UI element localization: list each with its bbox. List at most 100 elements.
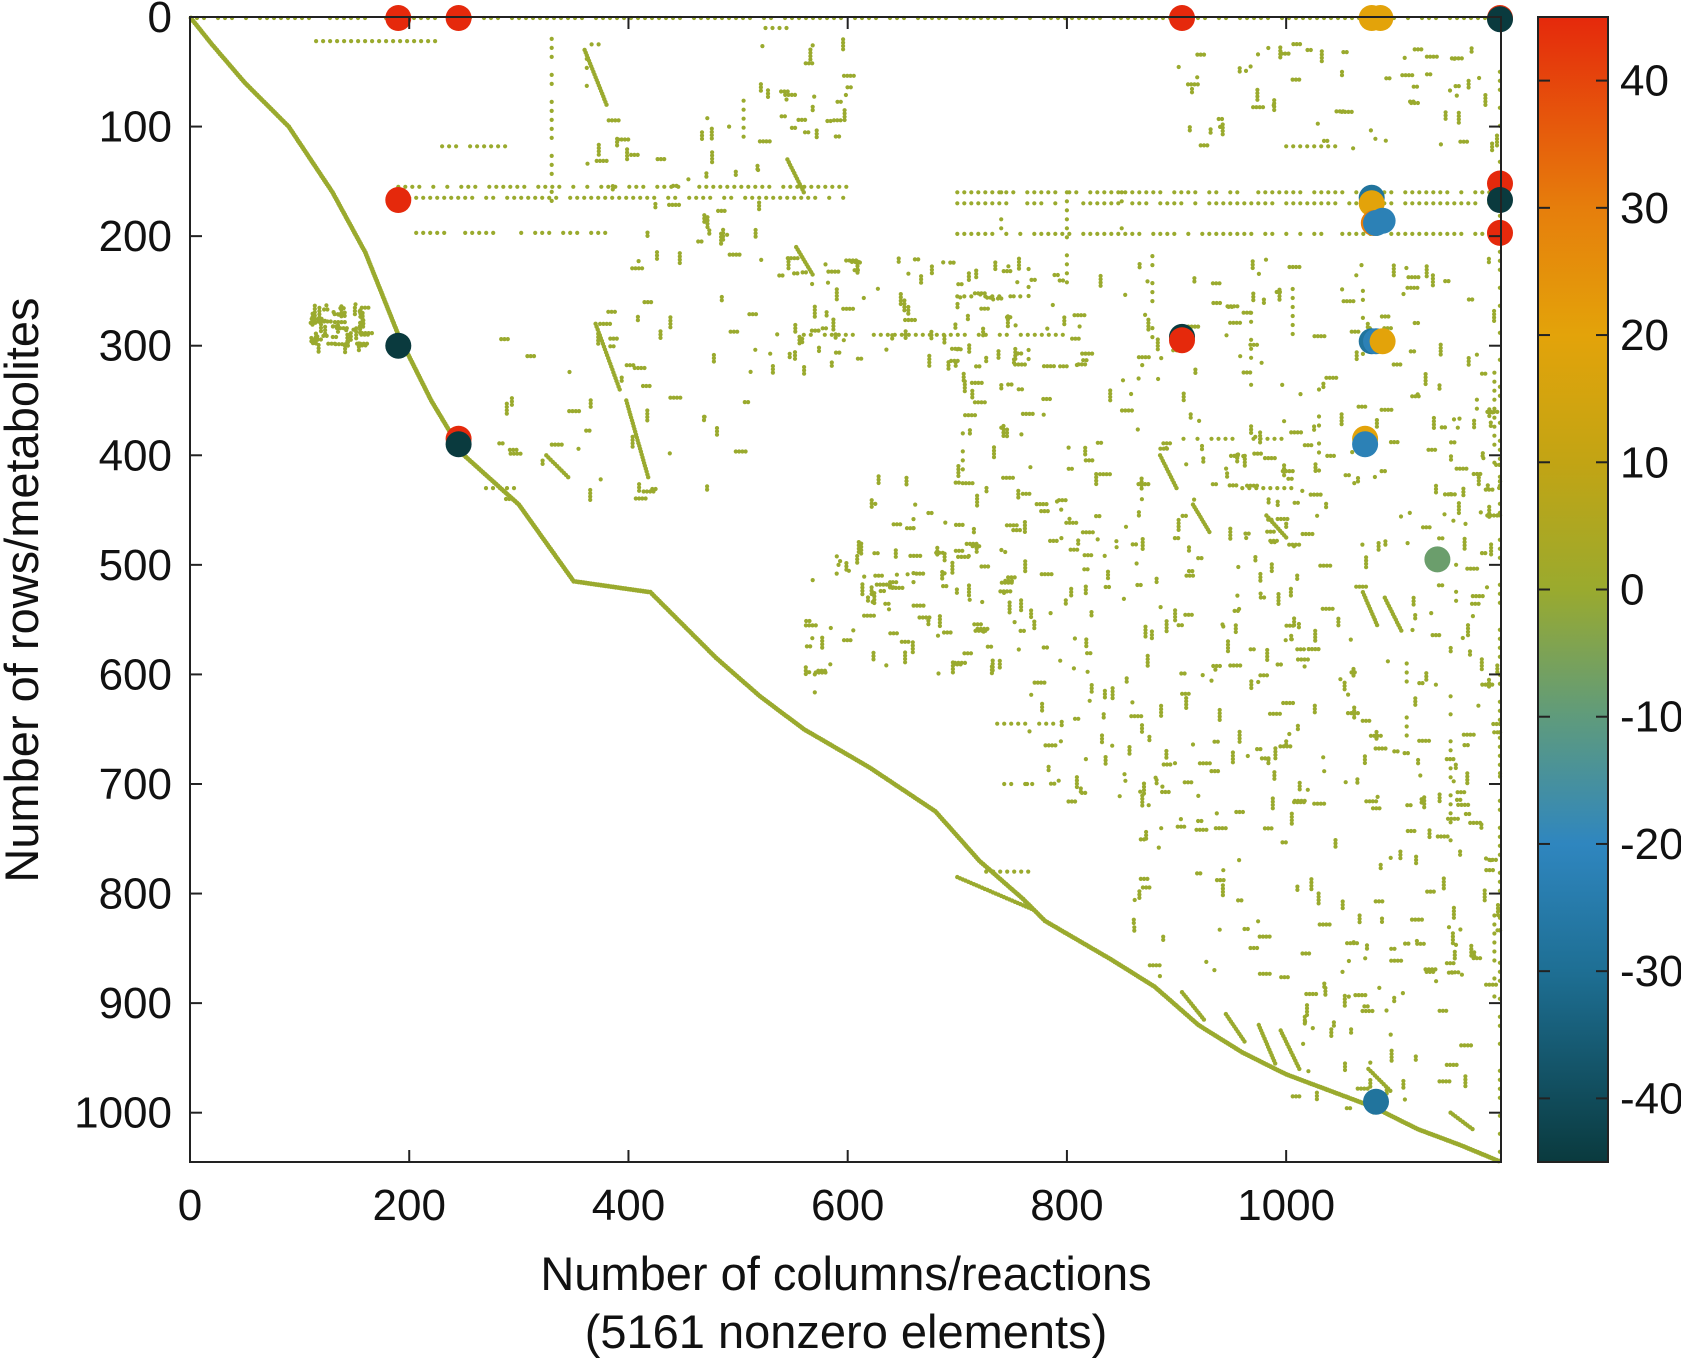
nonzero-point — [1454, 466, 1459, 471]
nonzero-point — [1145, 653, 1150, 659]
nonzero-point — [719, 298, 724, 303]
nonzero-point — [997, 658, 1002, 664]
nonzero-point — [1413, 616, 1418, 621]
nonzero-point — [1401, 1085, 1406, 1090]
nonzero-point — [841, 73, 847, 78]
nonzero-point — [1312, 190, 1317, 195]
nonzero-point — [1244, 310, 1249, 315]
nonzero-point — [757, 195, 762, 200]
nonzero-point — [739, 184, 744, 189]
nonzero-point — [711, 359, 717, 364]
nonzero-point — [354, 329, 359, 334]
nonzero-point — [596, 230, 601, 235]
nonzero-point — [898, 522, 903, 527]
nonzero-point — [315, 337, 320, 342]
nonzero-point — [906, 311, 911, 316]
nonzero-point — [1007, 610, 1012, 615]
nonzero-point — [1201, 456, 1206, 461]
nonzero-point — [958, 347, 963, 352]
nonzero-point — [1367, 799, 1372, 804]
nonzero-point — [1256, 919, 1261, 924]
nonzero-point — [1286, 51, 1291, 56]
nonzero-point — [1310, 991, 1315, 997]
nonzero-point — [1220, 826, 1225, 831]
nonzero-point — [1412, 285, 1417, 290]
nonzero-point — [1155, 347, 1160, 352]
nonzero-point — [636, 266, 641, 271]
nonzero-point — [1164, 755, 1169, 760]
nonzero-point — [1019, 387, 1025, 392]
nonzero-point — [1338, 677, 1343, 682]
nonzero-point — [358, 327, 363, 332]
nonzero-point — [1182, 780, 1187, 785]
nonzero-point — [1074, 362, 1079, 368]
nonzero-point — [792, 353, 798, 358]
nonzero-point — [777, 273, 782, 278]
nonzero-point — [1280, 382, 1285, 387]
nonzero-point — [1083, 587, 1088, 593]
nonzero-point — [1099, 740, 1105, 745]
nonzero-point — [841, 37, 846, 42]
nonzero-point — [833, 335, 838, 340]
nonzero-point — [1066, 799, 1071, 804]
large-value-marker — [1424, 546, 1451, 573]
nonzero-point — [1201, 827, 1206, 832]
nonzero-point — [1388, 326, 1393, 331]
nonzero-point — [1220, 122, 1225, 127]
nonzero-point — [1344, 50, 1349, 55]
nonzero-point — [1485, 409, 1490, 414]
nonzero-point — [1260, 105, 1266, 110]
nonzero-point — [1465, 781, 1470, 786]
nonzero-point — [528, 354, 533, 359]
nonzero-point — [1289, 818, 1294, 823]
nonzero-point — [345, 335, 350, 341]
nonzero-point — [1249, 319, 1254, 324]
nonzero-point — [753, 347, 758, 352]
nonzero-point — [1007, 475, 1012, 480]
nonzero-point — [911, 553, 916, 559]
nonzero-point — [1403, 190, 1408, 195]
nonzero-point — [1309, 880, 1314, 885]
nonzero-point — [1383, 539, 1388, 544]
nonzero-point — [1418, 941, 1423, 946]
nonzero-point — [1006, 382, 1011, 387]
nonzero-point — [1159, 713, 1164, 718]
nonzero-point — [343, 346, 348, 351]
nonzero-point — [1401, 291, 1406, 297]
nonzero-point — [757, 139, 763, 144]
nonzero-point — [1064, 190, 1069, 195]
nonzero-point — [962, 201, 967, 206]
nonzero-point — [946, 363, 951, 368]
nonzero-point — [1451, 912, 1456, 917]
nonzero-point — [1265, 651, 1270, 656]
nonzero-point — [1005, 869, 1010, 874]
nonzero-point — [1013, 356, 1018, 361]
nonzero-point — [1490, 868, 1495, 873]
nonzero-point — [1108, 388, 1113, 393]
nonzero-point — [761, 139, 766, 144]
nonzero-point — [1255, 451, 1260, 456]
nonzero-point — [662, 157, 667, 162]
nonzero-point — [1279, 975, 1284, 980]
nonzero-point — [1365, 1004, 1370, 1009]
nonzero-point — [855, 268, 861, 273]
nonzero-point — [1354, 273, 1359, 278]
nonzero-point — [962, 190, 967, 195]
nonzero-point — [1398, 849, 1403, 854]
nonzero-point — [1081, 201, 1086, 206]
nonzero-point — [802, 371, 807, 376]
nonzero-point — [1072, 716, 1078, 721]
nonzero-point — [721, 231, 726, 236]
nonzero-point — [676, 202, 682, 207]
nonzero-point — [1012, 869, 1017, 874]
nonzero-point — [1474, 406, 1479, 411]
nonzero-point — [1379, 469, 1384, 474]
nonzero-point — [802, 365, 807, 370]
nonzero-point — [608, 344, 613, 349]
nonzero-point — [988, 295, 993, 300]
nonzero-point — [812, 307, 817, 313]
nonzero-point — [1176, 524, 1181, 529]
nonzero-point — [990, 190, 995, 195]
nonzero-point — [354, 326, 359, 331]
nonzero-point — [1316, 441, 1322, 446]
